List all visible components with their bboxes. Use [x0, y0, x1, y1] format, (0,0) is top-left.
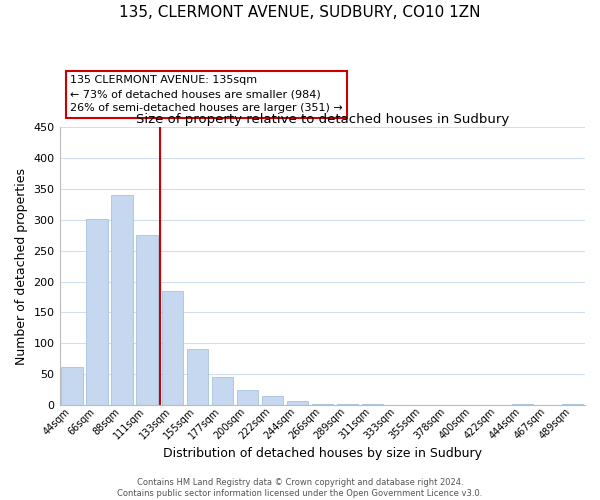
Bar	[362, 404, 383, 405]
Bar	[512, 404, 533, 405]
Bar	[212, 378, 233, 405]
Title: Size of property relative to detached houses in Sudbury: Size of property relative to detached ho…	[136, 113, 509, 126]
Bar	[161, 291, 183, 405]
Y-axis label: Number of detached properties: Number of detached properties	[15, 168, 28, 364]
Bar	[86, 218, 108, 405]
X-axis label: Distribution of detached houses by size in Sudbury: Distribution of detached houses by size …	[163, 447, 482, 460]
Text: 135, CLERMONT AVENUE, SUDBURY, CO10 1ZN: 135, CLERMONT AVENUE, SUDBURY, CO10 1ZN	[119, 5, 481, 20]
Bar	[262, 396, 283, 405]
Bar	[187, 350, 208, 405]
Text: 135 CLERMONT AVENUE: 135sqm
← 73% of detached houses are smaller (984)
26% of se: 135 CLERMONT AVENUE: 135sqm ← 73% of det…	[70, 76, 343, 114]
Bar	[112, 195, 133, 405]
Bar	[337, 404, 358, 405]
Bar	[562, 404, 583, 405]
Bar	[61, 367, 83, 405]
Bar	[311, 404, 333, 405]
Bar	[236, 390, 258, 405]
Bar	[136, 236, 158, 405]
Text: Contains HM Land Registry data © Crown copyright and database right 2024.
Contai: Contains HM Land Registry data © Crown c…	[118, 478, 482, 498]
Bar	[287, 400, 308, 405]
